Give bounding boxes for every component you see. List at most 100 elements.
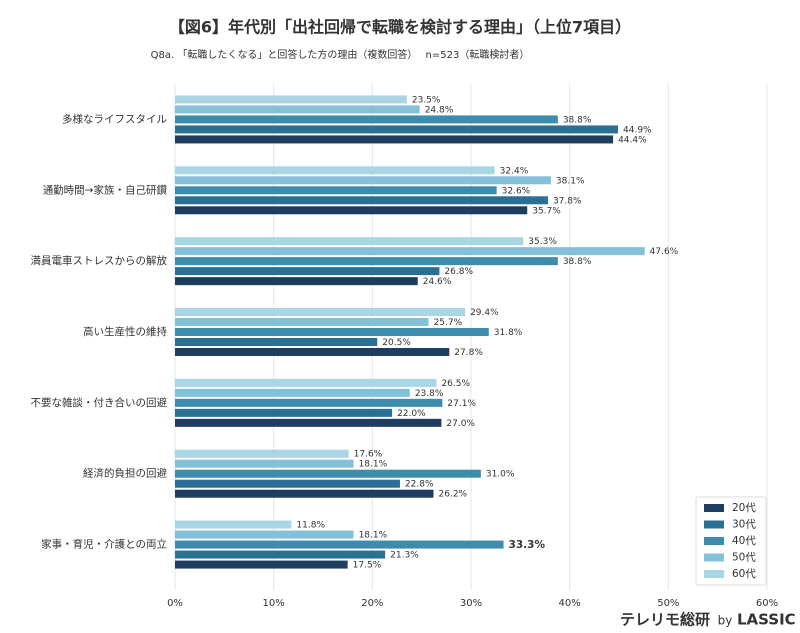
legend-swatch xyxy=(704,570,724,578)
x-tick-label: 40% xyxy=(559,598,581,609)
bar xyxy=(175,328,489,336)
bar xyxy=(175,277,418,286)
value-label: 35.3% xyxy=(528,237,557,247)
bar xyxy=(175,459,354,468)
x-tick-label: 30% xyxy=(460,598,482,609)
bar xyxy=(175,540,504,549)
legend-label: 60代 xyxy=(732,568,756,580)
bar xyxy=(175,398,443,407)
value-label: 17.6% xyxy=(354,450,383,460)
footer-brand: テレリモ総研 xyxy=(620,611,710,629)
bar xyxy=(175,338,378,346)
legend-swatch xyxy=(704,537,724,545)
value-label: 32.6% xyxy=(502,186,531,196)
value-label: 31.8% xyxy=(494,328,523,338)
value-label: 17.5% xyxy=(353,561,382,571)
legend-swatch xyxy=(704,520,724,529)
value-label: 27.1% xyxy=(447,399,476,409)
bar xyxy=(175,489,434,498)
bar xyxy=(175,308,466,316)
bar xyxy=(175,95,407,104)
bar xyxy=(175,348,450,356)
value-label: 35.7% xyxy=(532,206,561,216)
value-label: 27.8% xyxy=(454,348,483,358)
y-tick-label: 満員電車ストレスからの解放 xyxy=(31,254,168,267)
bar xyxy=(175,166,495,175)
value-label: 23.5% xyxy=(412,95,441,105)
value-label: 47.6% xyxy=(650,247,679,257)
bar xyxy=(175,479,400,488)
bar xyxy=(175,247,645,256)
x-tick-label: 60% xyxy=(756,598,778,609)
footer-by: by xyxy=(718,614,733,628)
value-label: 33.3% xyxy=(509,539,546,551)
legend-label: 50代 xyxy=(732,552,756,564)
legend-label: 40代 xyxy=(732,535,756,547)
legend-swatch xyxy=(704,553,724,562)
legend-swatch xyxy=(704,504,724,512)
bar xyxy=(175,550,386,559)
bar xyxy=(175,206,528,215)
y-tick-label: 家事・育児・介護との両立 xyxy=(41,538,167,551)
bar xyxy=(175,105,420,114)
value-label: 23.8% xyxy=(415,389,444,399)
value-label: 20.5% xyxy=(382,338,411,348)
bar xyxy=(175,186,497,195)
value-label: 24.8% xyxy=(425,105,454,115)
bar xyxy=(175,257,558,266)
value-label: 22.8% xyxy=(405,480,434,490)
bar xyxy=(175,530,354,539)
value-label: 27.0% xyxy=(446,419,475,429)
chart-subtitle: Q8a. 「転職したくなる」と回答した方の理由（複数回答） n=523（転職検討… xyxy=(151,48,530,61)
value-label: 26.8% xyxy=(444,267,473,277)
bar xyxy=(175,176,551,185)
bar xyxy=(175,560,348,569)
bar xyxy=(175,135,614,144)
bar xyxy=(175,125,619,134)
value-label: 38.8% xyxy=(563,257,592,267)
bar xyxy=(175,267,440,276)
y-tick-label: 経済的負担の回避 xyxy=(83,467,167,480)
bar xyxy=(175,115,558,124)
footer-company: LASSIC xyxy=(737,611,796,629)
x-tick-label: 0% xyxy=(167,598,183,609)
bar xyxy=(175,318,429,326)
value-label: 38.8% xyxy=(563,115,592,125)
legend-box xyxy=(695,496,767,586)
bar xyxy=(175,408,393,417)
value-label: 21.3% xyxy=(390,551,419,561)
value-label: 37.8% xyxy=(553,196,582,206)
x-tick-label: 20% xyxy=(361,598,383,609)
bar xyxy=(175,378,437,387)
value-label: 38.1% xyxy=(556,176,585,186)
y-tick-label: 高い生産性の維持 xyxy=(83,325,167,338)
value-label: 26.5% xyxy=(441,379,470,389)
chart-title: 【図6】年代別「出社回帰で転職を検討する理由」（上位7項目） xyxy=(169,18,631,37)
bar xyxy=(175,449,349,458)
x-tick-label: 50% xyxy=(657,598,679,609)
bar xyxy=(175,237,524,246)
value-label: 22.0% xyxy=(397,409,426,419)
value-label: 44.4% xyxy=(618,135,647,145)
value-label: 18.1% xyxy=(359,460,388,470)
legend-label: 30代 xyxy=(732,519,756,531)
y-tick-label: 多様なライフスタイル xyxy=(62,112,167,125)
x-tick-label: 10% xyxy=(263,598,285,609)
value-label: 29.4% xyxy=(470,308,499,318)
y-tick-label: 不要な雑談・付き合いの回避 xyxy=(31,396,168,409)
value-label: 32.4% xyxy=(500,166,529,176)
bar xyxy=(175,520,292,529)
value-label: 26.2% xyxy=(439,490,468,500)
value-label: 25.7% xyxy=(434,318,463,328)
bar xyxy=(175,418,442,427)
bar xyxy=(175,469,481,478)
value-label: 18.1% xyxy=(359,531,388,541)
y-tick-label: 通勤時間→家族・自己研鑽 xyxy=(43,183,168,196)
value-label: 11.8% xyxy=(296,521,325,531)
value-label: 44.9% xyxy=(623,125,652,135)
legend-label: 20代 xyxy=(732,502,756,514)
value-label: 31.0% xyxy=(486,470,515,480)
value-label: 24.6% xyxy=(423,277,452,287)
bar xyxy=(175,388,410,397)
